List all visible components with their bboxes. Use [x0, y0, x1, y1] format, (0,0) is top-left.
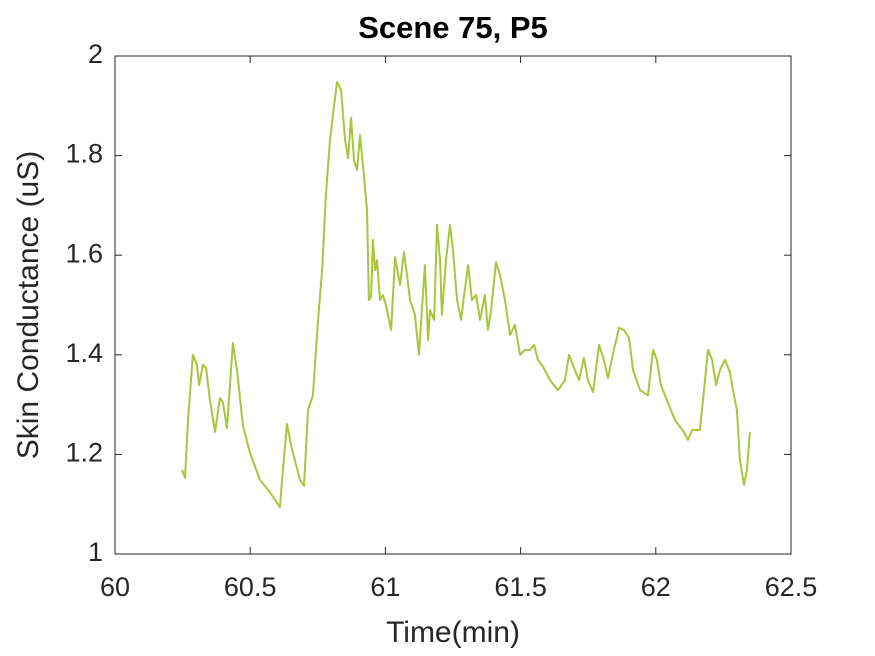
y-axis-label: Skin Conductance (uS) — [12, 151, 45, 460]
y-tick-label: 1 — [88, 537, 103, 567]
y-tick-label: 1.6 — [65, 238, 103, 268]
x-tick-label: 60.5 — [224, 572, 277, 602]
chart-title: Scene 75, P5 — [358, 10, 548, 45]
x-tick-label: 61.5 — [494, 572, 547, 602]
y-tick-label: 1.4 — [65, 338, 103, 368]
y-tick-label: 1.8 — [65, 139, 103, 169]
x-tick-label: 62.5 — [765, 572, 818, 602]
data-line — [181, 80, 751, 509]
y-tick-label: 2 — [88, 39, 103, 69]
y-tick-label: 1.2 — [65, 438, 103, 468]
plot-box — [114, 55, 792, 555]
x-tick-label: 61 — [370, 572, 400, 602]
x-tick-label: 60 — [100, 572, 130, 602]
x-axis-label: Time(min) — [386, 616, 520, 649]
x-tick-label: 62 — [641, 572, 671, 602]
